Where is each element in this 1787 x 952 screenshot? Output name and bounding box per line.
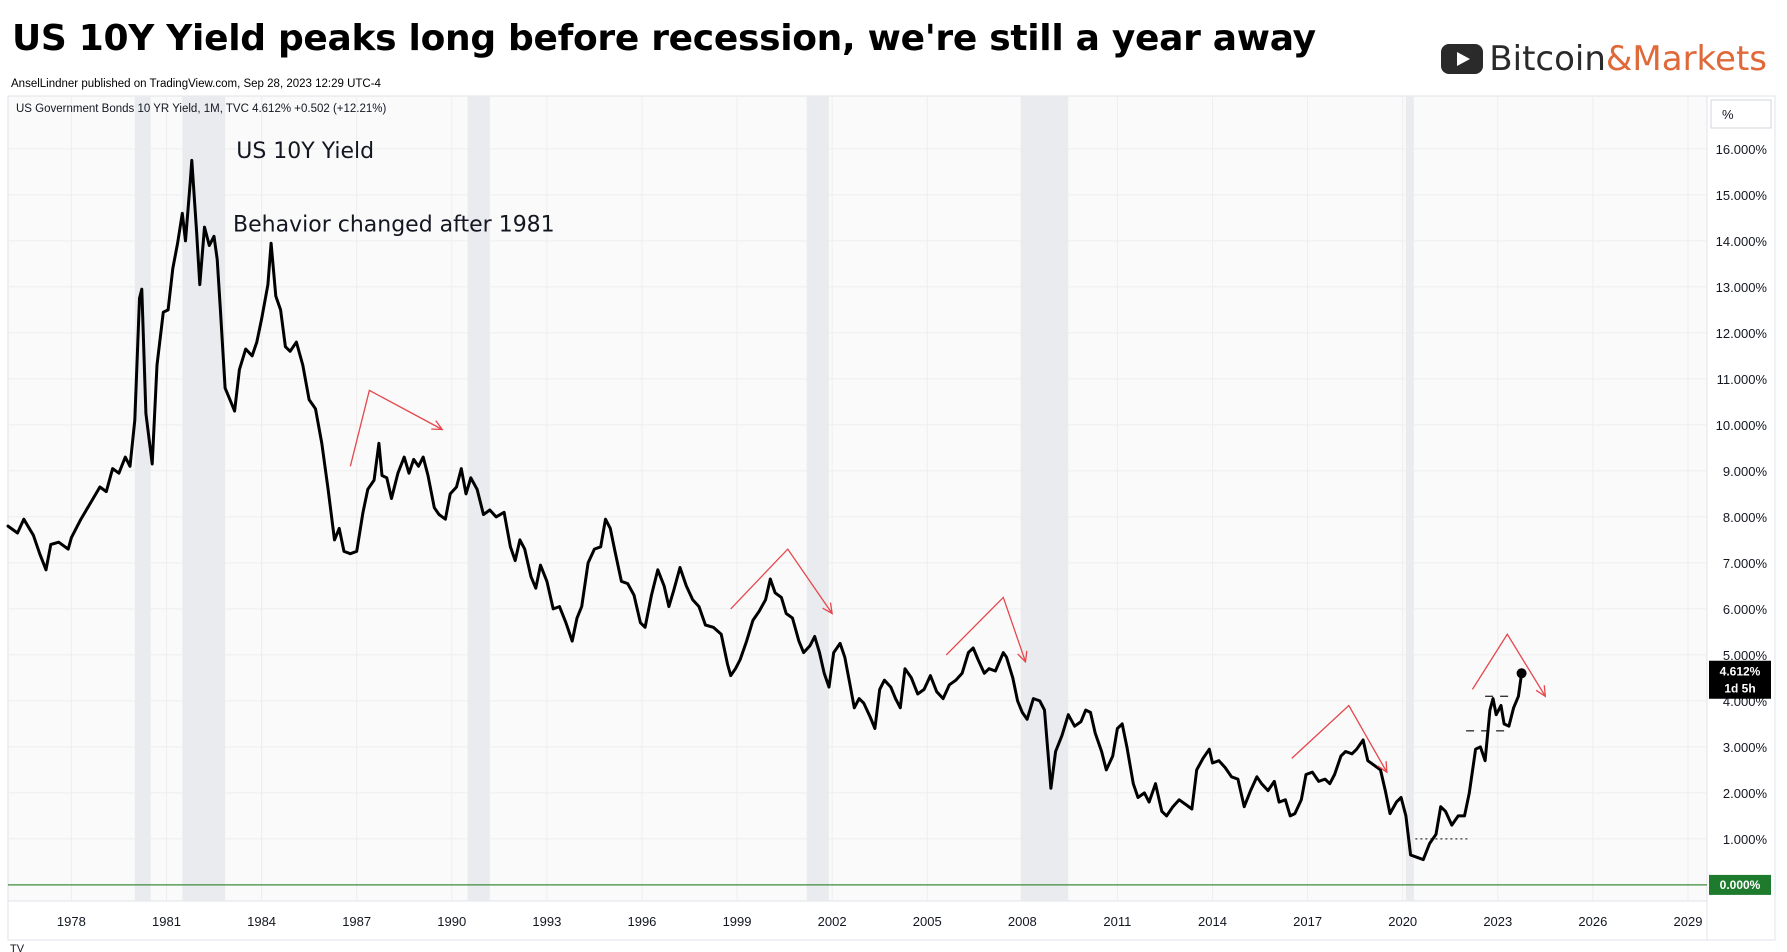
y-tick-label: 15.000% bbox=[1716, 188, 1768, 203]
y-tick-label: 12.000% bbox=[1716, 326, 1768, 341]
trend-arrow bbox=[945, 596, 1027, 663]
x-tick-label: 1993 bbox=[532, 914, 561, 929]
trend-arrow bbox=[1291, 704, 1388, 773]
y-tick-label: 11.000% bbox=[1717, 372, 1768, 387]
x-tick-label: 1990 bbox=[437, 914, 466, 929]
unit-label: % bbox=[1722, 107, 1734, 122]
y-tick-label: 6.000% bbox=[1723, 602, 1768, 617]
trend-arrow bbox=[1471, 632, 1546, 697]
x-tick-label: 2008 bbox=[1008, 914, 1037, 929]
y-tick-label: 1.000% bbox=[1723, 832, 1768, 847]
yield-series-line bbox=[6, 158, 1524, 862]
x-tick-label: 1987 bbox=[342, 914, 371, 929]
y-tick-label: 7.000% bbox=[1723, 556, 1768, 571]
countdown-label: 1d 5h bbox=[1724, 682, 1755, 696]
page-title: US 10Y Yield peaks long before recession… bbox=[12, 18, 1316, 59]
time-axis bbox=[7, 900, 1708, 941]
brand-name-part2: &Markets bbox=[1605, 39, 1767, 79]
trend-arrow-head bbox=[1535, 685, 1547, 698]
x-tick-label: 2026 bbox=[1578, 914, 1607, 929]
last-price-label: 4.612% bbox=[1720, 665, 1761, 679]
y-tick-label: 13.000% bbox=[1716, 280, 1768, 295]
zero-badge-label: 0.000% bbox=[1720, 878, 1761, 892]
recession-band bbox=[1020, 96, 1069, 901]
y-tick-label: 5.000% bbox=[1723, 648, 1768, 663]
unit-selector bbox=[1710, 99, 1772, 129]
x-tick-label: 2017 bbox=[1293, 914, 1322, 929]
zero-badge bbox=[1709, 874, 1771, 895]
x-tick-label: 2029 bbox=[1674, 914, 1703, 929]
plot-area bbox=[7, 95, 1708, 902]
recession-band bbox=[1405, 96, 1414, 901]
trend-arrow bbox=[349, 389, 443, 467]
y-tick-label: 14.000% bbox=[1716, 234, 1768, 249]
chart-annotation: Behavior changed after 1981 bbox=[233, 213, 555, 238]
x-tick-label: 1984 bbox=[247, 914, 276, 929]
x-tick-label: 1996 bbox=[627, 914, 656, 929]
x-tick-label: 2020 bbox=[1388, 914, 1417, 929]
chart-annotation: US 10Y Yield bbox=[236, 139, 374, 164]
x-tick-label: 1978 bbox=[57, 914, 86, 929]
x-tick-label: 2023 bbox=[1483, 914, 1512, 929]
y-tick-label: 8.000% bbox=[1723, 510, 1768, 525]
y-tick-label: 9.000% bbox=[1723, 464, 1768, 479]
recession-band bbox=[134, 96, 151, 901]
y-tick-label: 16.000% bbox=[1716, 142, 1768, 157]
recession-band bbox=[806, 96, 829, 901]
trend-arrow-head bbox=[431, 420, 444, 431]
last-price-badge bbox=[1709, 660, 1771, 699]
price-axis bbox=[1706, 95, 1776, 941]
brand-logo: Bitcoin &Markets bbox=[1441, 36, 1767, 82]
y-tick-label: 3.000% bbox=[1723, 740, 1768, 755]
x-tick-label: 2005 bbox=[913, 914, 942, 929]
y-tick-label: 2.000% bbox=[1723, 786, 1768, 801]
publish-byline: AnselLindner published on TradingView.co… bbox=[11, 78, 381, 90]
y-tick-label: 10.000% bbox=[1716, 418, 1768, 433]
x-tick-label: 1999 bbox=[723, 914, 752, 929]
trend-arrow-head bbox=[1017, 650, 1028, 664]
x-tick-label: 2011 bbox=[1103, 914, 1131, 929]
trend-arrow-head bbox=[822, 602, 833, 615]
last-value-dot bbox=[1516, 668, 1527, 679]
x-tick-label: 1981 bbox=[152, 914, 181, 929]
trend-arrow bbox=[730, 548, 833, 614]
x-tick-label: 2002 bbox=[818, 914, 847, 929]
brand-name-part1: Bitcoin bbox=[1489, 39, 1606, 79]
play-icon bbox=[1441, 44, 1484, 74]
x-tick-label: 2014 bbox=[1198, 914, 1227, 929]
tradingview-logo: TV bbox=[10, 943, 25, 952]
trend-arrow-head bbox=[1377, 761, 1388, 774]
series-legend: US Government Bonds 10 YR Yield, 1M, TVC… bbox=[16, 103, 387, 115]
